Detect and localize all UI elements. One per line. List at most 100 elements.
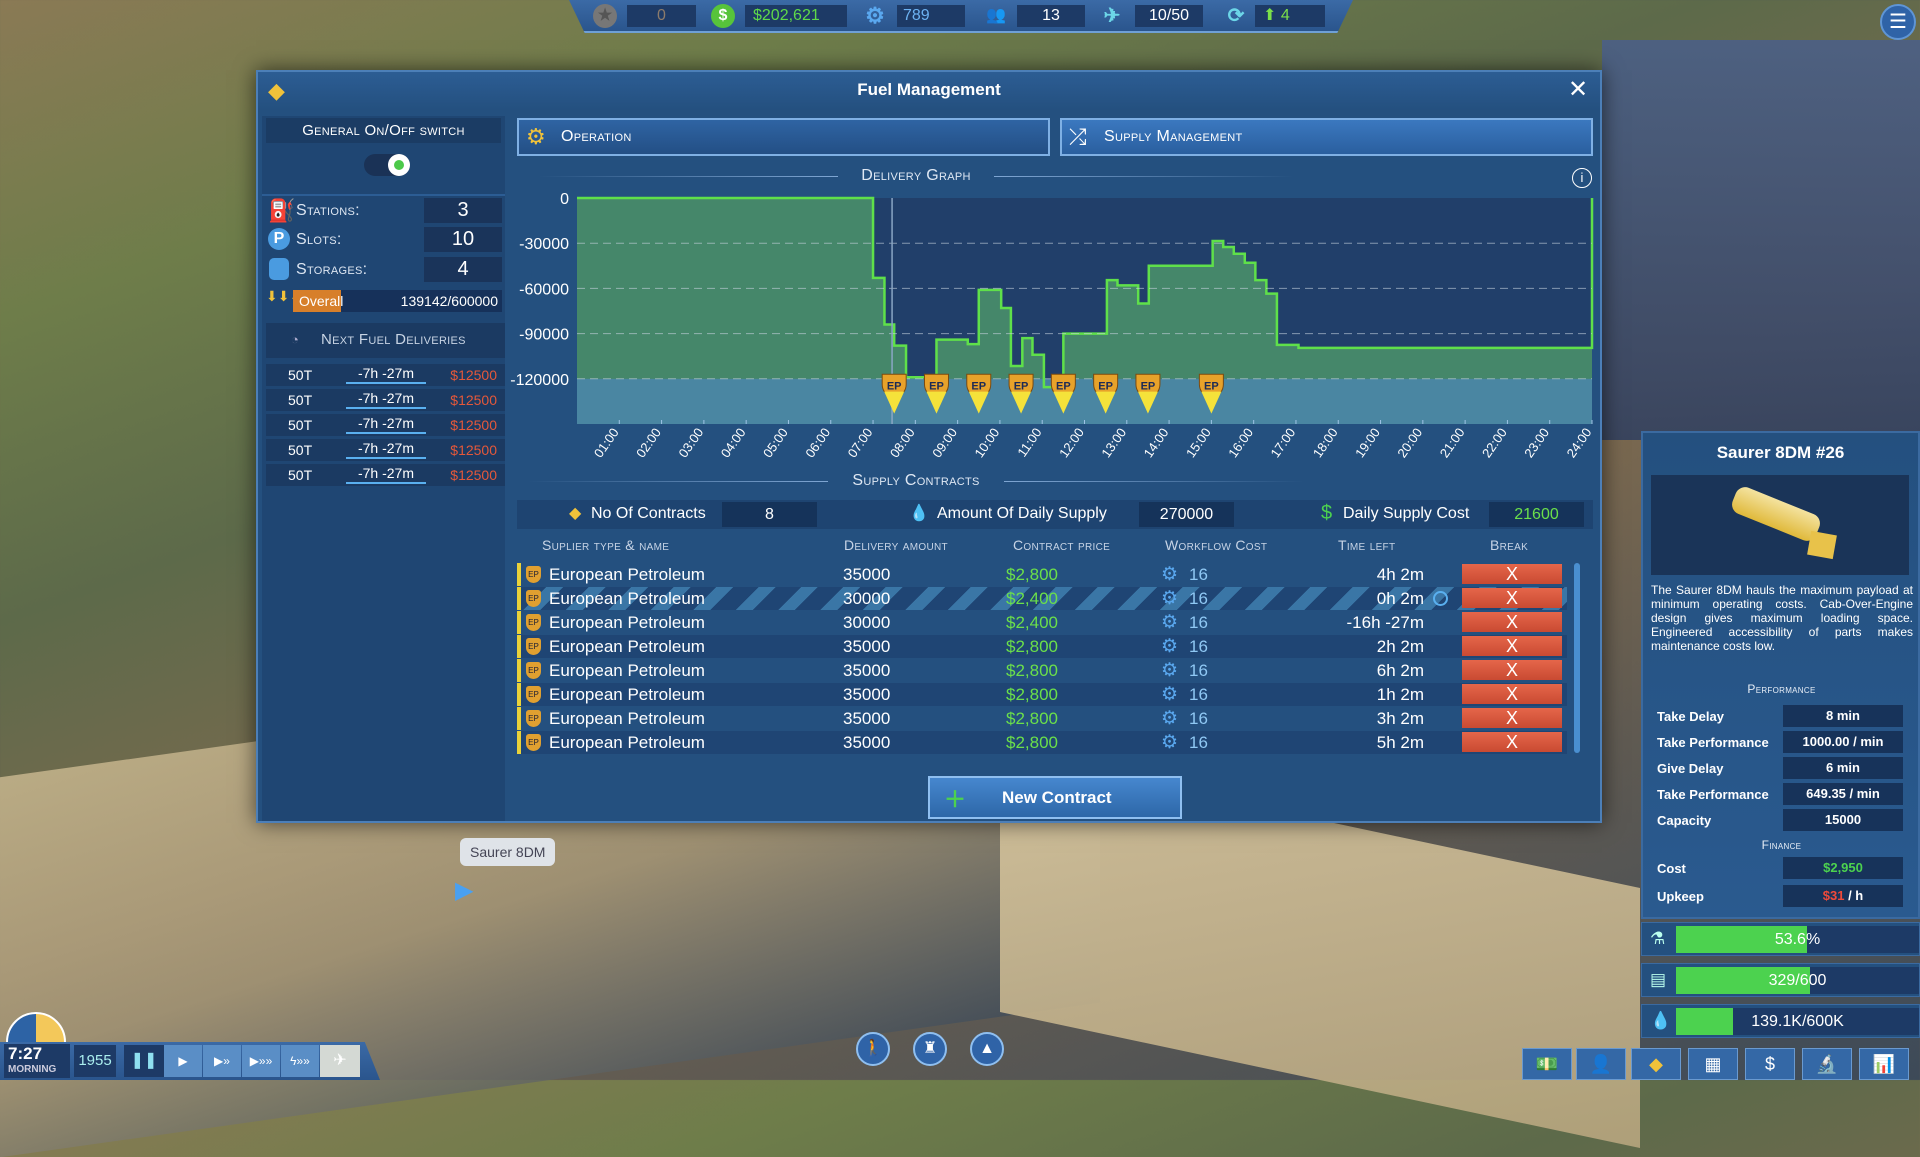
- contract-row[interactable]: EP European Petroleum 35000 $2,800 ⚙ 16 2h 2m X: [517, 635, 1567, 658]
- contract-row[interactable]: EP European Petroleum 30000 $2,400 ⚙ 16 0h 2m X: [517, 587, 1567, 610]
- break-contract-button[interactable]: X: [1462, 708, 1562, 728]
- menu-button[interactable]: ☰: [1880, 4, 1916, 40]
- pause-button[interactable]: ❚❚: [124, 1045, 164, 1077]
- time-left: 2h 2m: [1376, 637, 1424, 656]
- money-icon: $: [711, 4, 735, 28]
- skip-to-flight-button[interactable]: ✈: [320, 1045, 360, 1077]
- supply-label: Amount Of Daily Supply: [937, 505, 1107, 522]
- delivery-time: -7h -27m: [346, 364, 426, 384]
- contract-price: $2,800: [1006, 661, 1058, 680]
- road-mode-button[interactable]: ▲: [970, 1032, 1004, 1066]
- delivery-amount: 30000: [843, 613, 891, 632]
- contract-row[interactable]: EP European Petroleum 35000 $2,800 ⚙ 16 3h 2m X: [517, 707, 1567, 730]
- storages-value: 4: [424, 257, 502, 282]
- workflow-cost: 16: [1189, 709, 1208, 728]
- contract-price: $2,800: [1006, 637, 1058, 656]
- status-bar-fill: [1676, 967, 1811, 994]
- break-x-icon: X: [1505, 660, 1518, 680]
- delivery-amount: 35000: [843, 565, 891, 584]
- tab-operation[interactable]: Operation: [517, 118, 1050, 156]
- clock-display: 7:27 MORNING: [4, 1044, 70, 1078]
- delivery-cost: $12500: [450, 467, 497, 483]
- plane-icon: ✈: [1103, 5, 1121, 27]
- table-scrollbar[interactable]: [1574, 563, 1580, 753]
- break-contract-button[interactable]: X: [1462, 588, 1562, 608]
- performance-label: Take Performance: [1657, 787, 1769, 802]
- header-supplier: Suplier type & name: [542, 537, 670, 553]
- new-contract-button[interactable]: ＋ New Contract: [928, 776, 1182, 819]
- workflow-gear-icon: ⚙: [1161, 708, 1179, 729]
- cargo-icon: ▤: [1650, 970, 1667, 989]
- contract-row[interactable]: EP European Petroleum 35000 $2,800 ⚙ 16 1h 2m X: [517, 683, 1567, 706]
- research-gear-icon: ⚙: [865, 3, 885, 28]
- contract-row[interactable]: EP European Petroleum 35000 $2,800 ⚙ 16 6h 2m X: [517, 659, 1567, 682]
- break-contract-button[interactable]: X: [1462, 660, 1562, 680]
- upkeep-amount: $31: [1822, 888, 1845, 903]
- performance-label: Capacity: [1657, 813, 1712, 828]
- break-x-icon: X: [1505, 708, 1518, 728]
- vehicle-image: [1651, 475, 1909, 575]
- break-contract-button[interactable]: X: [1462, 684, 1562, 704]
- delivery-graph: 0 -30000 -60000 -90000 -120000 01:00 02:00 03:0…: [510, 191, 1594, 460]
- calendar-button[interactable]: ▦: [1688, 1048, 1738, 1080]
- fastest-button[interactable]: ϟ»»: [281, 1045, 319, 1077]
- contract-row[interactable]: EP European Petroleum 35000 $2,800 ⚙ 16 5h 2m X: [517, 731, 1567, 754]
- x-tick-label: 20:00: [1394, 425, 1425, 460]
- fast-button[interactable]: ▶»: [203, 1045, 241, 1077]
- fuel-button[interactable]: ◆: [1631, 1048, 1681, 1080]
- break-contract-button[interactable]: X: [1462, 612, 1562, 632]
- status-bar-text: 139.1K/600K: [1751, 1013, 1844, 1030]
- delivery-time: -7h -27m: [346, 414, 426, 434]
- delivery-amount: 50T: [288, 367, 313, 383]
- break-contract-button[interactable]: X: [1462, 636, 1562, 656]
- statistics-button[interactable]: 📊: [1859, 1048, 1909, 1080]
- supply-area: [577, 198, 1592, 424]
- transfer-icon: ⟳: [1227, 5, 1245, 27]
- supplier-name: European Petroleum: [549, 661, 705, 680]
- count-value: 8: [722, 502, 817, 527]
- break-contract-button[interactable]: X: [1462, 564, 1562, 584]
- x-tick-label: 11:00: [1014, 425, 1044, 459]
- staff-button[interactable]: 👤: [1576, 1048, 1626, 1080]
- vehicle-description: The Saurer 8DM hauls the maximum payload…: [1651, 583, 1913, 653]
- supplier-name: European Petroleum: [549, 565, 705, 584]
- break-contract-button[interactable]: X: [1462, 732, 1562, 752]
- operation-icon: ⚙: [526, 124, 546, 149]
- tower-mode-button[interactable]: ♜: [913, 1032, 947, 1066]
- status-bar-fill: [1676, 1008, 1733, 1035]
- overall-value: 139142/600000: [400, 293, 498, 309]
- workflow-cost: 16: [1189, 589, 1208, 608]
- contract-row[interactable]: EP European Petroleum 30000 $2,400 ⚙ 16 -16h -…: [517, 611, 1567, 634]
- supplier-name: European Petroleum: [549, 733, 705, 752]
- research-button[interactable]: 🔬: [1802, 1048, 1852, 1080]
- cost-value: 21600: [1489, 502, 1584, 527]
- fuel-gear-icon: ◆: [268, 78, 285, 103]
- header-time: Time left: [1338, 537, 1396, 553]
- x-tick-label: 12:00: [1056, 425, 1087, 460]
- hamburger-icon: ☰: [1889, 11, 1907, 33]
- workflow-cost: 16: [1189, 637, 1208, 656]
- people-mode-button[interactable]: 🚶: [856, 1032, 890, 1066]
- tab-supply-management[interactable]: Supply Management: [1060, 118, 1593, 156]
- storages-label: Storages:: [296, 261, 368, 278]
- info-button[interactable]: i: [1572, 168, 1592, 188]
- fuel-pump-icon: ⛽: [268, 198, 296, 223]
- faster-button[interactable]: ▶»»: [242, 1045, 280, 1077]
- workflow-cost: 16: [1189, 685, 1208, 704]
- clock-icon: ◔: [291, 332, 299, 347]
- fuel-management-dialog: Fuel Management ◆ ✕ General On/Off switc…: [256, 70, 1602, 823]
- contracts-button[interactable]: $: [1745, 1048, 1795, 1080]
- finance-button[interactable]: 💵: [1522, 1048, 1572, 1080]
- finance-title: Finance: [1761, 838, 1802, 852]
- contract-row[interactable]: EP European Petroleum 35000 $2,800 ⚙ 16 4h 2m X: [517, 563, 1567, 586]
- general-toggle[interactable]: [364, 154, 410, 176]
- close-button[interactable]: ✕: [1564, 76, 1592, 104]
- delivery-cost: $12500: [450, 367, 497, 383]
- play-button[interactable]: ▶: [164, 1045, 202, 1077]
- ep-marker-label: EP: [887, 380, 902, 392]
- dialog-title: Fuel Management: [258, 72, 1600, 110]
- delivery-amount: 50T: [288, 392, 313, 408]
- ep-marker-label: EP: [1204, 380, 1219, 392]
- ep-marker-label: EP: [1141, 380, 1156, 392]
- x-tick-label: 19:00: [1352, 425, 1383, 460]
